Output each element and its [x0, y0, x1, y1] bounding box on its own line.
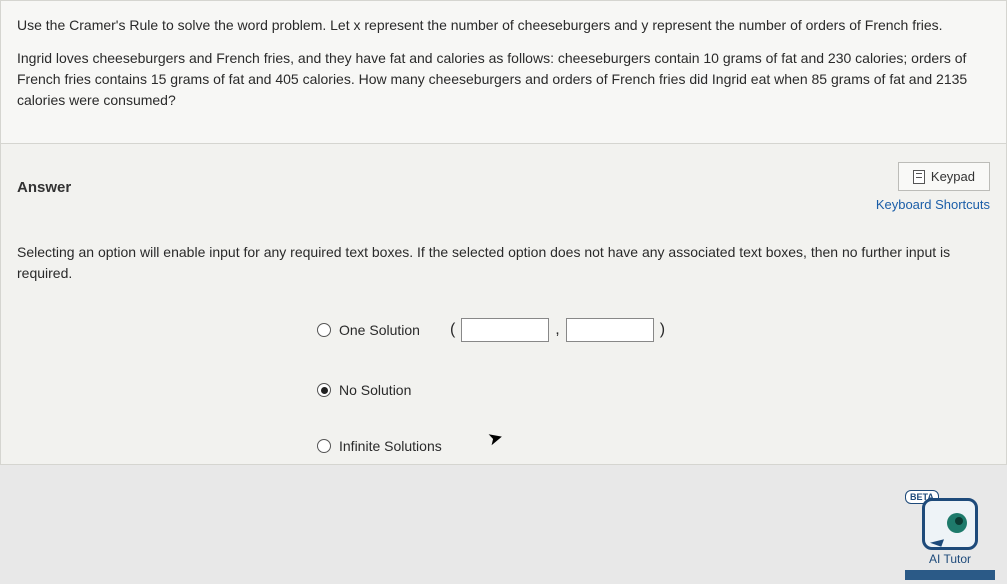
option-one-solution[interactable]: One Solution: [317, 322, 420, 338]
option-infinite-solutions-label: Infinite Solutions: [339, 438, 442, 454]
radio-icon: [317, 383, 331, 397]
answer-instruction: Selecting an option will enable input fo…: [17, 242, 990, 284]
option-no-solution-row: No Solution: [317, 382, 990, 398]
paren-sep: ,: [555, 321, 559, 339]
one-solution-inputs: ( , ): [450, 318, 665, 342]
question-panel: Use the Cramer's Rule to solve the word …: [0, 0, 1007, 144]
question-intro: Use the Cramer's Rule to solve the word …: [17, 15, 990, 36]
answer-title: Answer: [17, 179, 71, 196]
y-input[interactable]: [566, 318, 654, 342]
answer-header: Answer Keypad Keyboard Shortcuts: [17, 162, 990, 212]
submit-button[interactable]: [905, 570, 995, 580]
option-infinite-solutions-row: Infinite Solutions: [317, 438, 990, 454]
ai-tutor-label: AI Tutor: [911, 552, 989, 566]
radio-icon: [317, 439, 331, 453]
paren-left: (: [450, 321, 455, 339]
keypad-icon: [913, 170, 925, 184]
option-one-solution-label: One Solution: [339, 322, 420, 338]
option-no-solution-label: No Solution: [339, 382, 411, 398]
keyboard-shortcuts-link[interactable]: Keyboard Shortcuts: [876, 197, 990, 212]
option-infinite-solutions[interactable]: Infinite Solutions: [317, 438, 442, 454]
radio-icon: [317, 323, 331, 337]
option-one-solution-row: One Solution ( , ): [317, 318, 990, 342]
ai-tutor-badge[interactable]: BETA AI Tutor: [911, 492, 989, 566]
question-body: Ingrid loves cheeseburgers and French fr…: [17, 48, 990, 111]
keypad-label: Keypad: [931, 169, 975, 184]
option-no-solution[interactable]: No Solution: [317, 382, 411, 398]
answer-panel: Answer Keypad Keyboard Shortcuts Selecti…: [0, 144, 1007, 465]
paren-right: ): [660, 321, 665, 339]
options-block: One Solution ( , ) No Solution Infinite …: [317, 318, 990, 454]
ai-tutor-icon: [922, 498, 978, 550]
keypad-button[interactable]: Keypad: [898, 162, 990, 191]
x-input[interactable]: [461, 318, 549, 342]
